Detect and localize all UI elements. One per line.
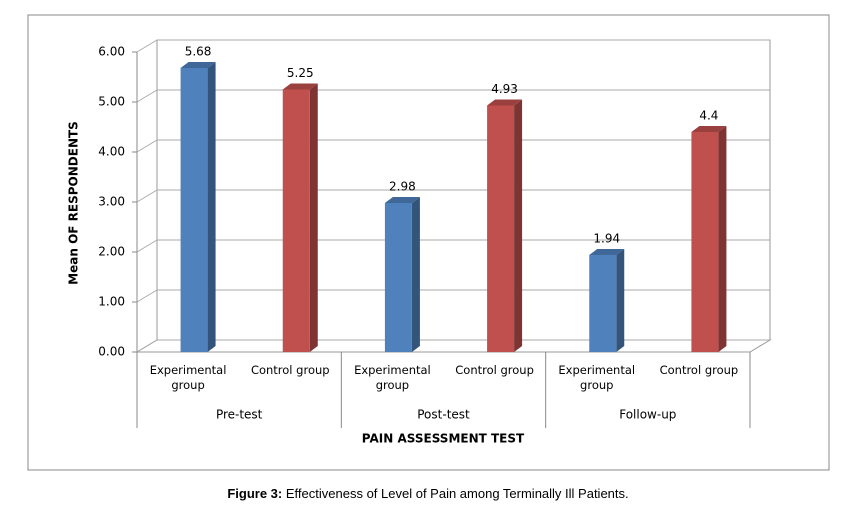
x-tick-label: Experimental group — [558, 363, 636, 392]
y-tick-label: 2.00 — [98, 245, 125, 259]
x-axis-title: PAIN ASSESSMENT TEST — [362, 432, 525, 446]
y-tick-label: 1.00 — [98, 295, 125, 309]
bar-top — [384, 197, 420, 203]
bar-top — [180, 62, 216, 68]
bar — [691, 132, 719, 352]
y-tick-label: 6.00 — [98, 45, 125, 59]
bar-side — [207, 62, 216, 352]
caption-label: Figure 3: — [227, 486, 283, 501]
group-label: Pre-test — [216, 408, 263, 422]
bar-top — [487, 99, 523, 106]
y-tick-label: 0.00 — [98, 345, 125, 359]
y-tick-label: 5.00 — [98, 95, 125, 109]
bar-side — [411, 197, 420, 352]
floor — [135, 339, 772, 353]
grid-line — [136, 339, 158, 353]
grid-line — [136, 189, 158, 203]
bar — [180, 68, 208, 352]
bar-top — [282, 83, 318, 90]
bar — [487, 105, 515, 352]
x-tick-label: Control group — [250, 363, 330, 377]
data-label: 4.93 — [491, 82, 518, 96]
bar — [282, 89, 310, 352]
bar-top — [589, 249, 625, 255]
bar-side — [309, 83, 318, 352]
grid-line — [136, 289, 158, 303]
caption-text: Effectiveness of Level of Pain among Ter… — [285, 486, 629, 501]
caption: Figure 3: Effectiveness of Level of Pain… — [0, 486, 856, 501]
data-label: 2.98 — [389, 180, 416, 194]
data-label: 5.25 — [287, 66, 314, 80]
group-label: Follow-up — [619, 408, 676, 422]
grid-line — [136, 39, 158, 53]
x-tick-label: Control group — [455, 363, 534, 377]
data-label: 5.68 — [185, 45, 212, 59]
y-tick-label: 3.00 — [98, 195, 125, 209]
x-tick-label: Control group — [659, 363, 739, 377]
bar-side — [616, 249, 625, 352]
y-axis-title: Mean OF RESPONDENTS — [67, 121, 81, 285]
data-label: 4.4 — [699, 109, 718, 123]
x-tick-label: Experimental group — [354, 363, 431, 392]
chart-border — [27, 14, 830, 471]
bar-side — [718, 126, 727, 352]
grid-line — [136, 139, 158, 153]
grid-line — [136, 239, 158, 253]
bar — [589, 255, 617, 352]
x-tick-label: Experimental group — [149, 363, 227, 392]
bar-side — [514, 99, 523, 352]
grid-line — [136, 89, 158, 103]
group-label: Post-test — [417, 408, 470, 422]
y-tick-label: 4.00 — [98, 145, 125, 159]
bar — [384, 203, 412, 352]
bar-top — [691, 126, 727, 132]
data-label: 1.94 — [593, 232, 620, 246]
